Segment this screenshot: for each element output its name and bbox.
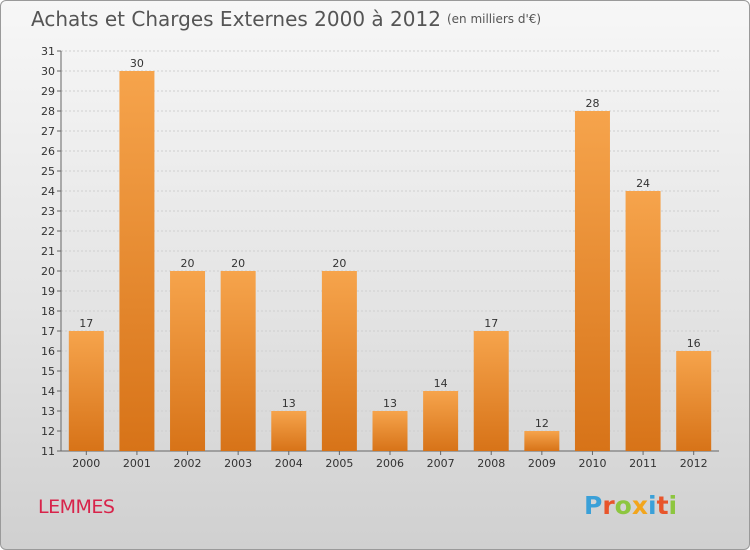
logo-letter: P xyxy=(584,491,603,520)
logo-letter: x xyxy=(631,491,648,520)
bar xyxy=(271,411,307,451)
y-tick-label: 13 xyxy=(41,405,55,418)
data-label: 30 xyxy=(130,57,144,70)
data-label: 14 xyxy=(434,377,448,390)
logo-letter: t xyxy=(656,491,669,520)
bar xyxy=(321,271,357,451)
y-tick-label: 14 xyxy=(41,385,55,398)
bar xyxy=(372,411,408,451)
x-tick-label: 2008 xyxy=(477,457,505,470)
y-tick-label: 23 xyxy=(41,205,55,218)
logo-letter: i xyxy=(668,491,678,520)
x-tick-label: 2002 xyxy=(174,457,202,470)
bar xyxy=(574,111,610,451)
y-tick-label: 26 xyxy=(41,145,55,158)
x-tick-label: 2004 xyxy=(275,457,303,470)
chart-title: Achats et Charges Externes 2000 à 2012 (e… xyxy=(31,7,541,31)
bar xyxy=(676,351,712,451)
x-tick-label: 2003 xyxy=(224,457,252,470)
data-label: 16 xyxy=(687,337,701,350)
y-tick-label: 20 xyxy=(41,265,55,278)
y-tick-label: 12 xyxy=(41,425,55,438)
commune-name: LEMMES xyxy=(38,496,115,518)
x-tick-label: 2006 xyxy=(376,457,404,470)
logo-letter: o xyxy=(614,491,632,520)
y-tick-label: 25 xyxy=(41,165,55,178)
y-tick-label: 30 xyxy=(41,65,55,78)
bar xyxy=(68,331,104,451)
x-tick-label: 2005 xyxy=(325,457,353,470)
x-tick-label: 2010 xyxy=(578,457,606,470)
bar xyxy=(220,271,256,451)
y-tick-label: 19 xyxy=(41,285,55,298)
x-tick-label: 2009 xyxy=(528,457,556,470)
x-tick-label: 2011 xyxy=(629,457,657,470)
data-label: 12 xyxy=(535,417,549,430)
y-tick-label: 28 xyxy=(41,105,55,118)
y-tick-label: 29 xyxy=(41,85,55,98)
data-label: 24 xyxy=(636,177,650,190)
logo-letter: r xyxy=(602,491,615,520)
x-tick-label: 2000 xyxy=(72,457,100,470)
bar xyxy=(119,71,155,451)
data-label: 28 xyxy=(585,97,599,110)
y-tick-label: 24 xyxy=(41,185,55,198)
x-tick-label: 2007 xyxy=(427,457,455,470)
y-tick-label: 17 xyxy=(41,325,55,338)
proxiti-logo: Proxiti xyxy=(584,491,677,520)
y-tick-label: 21 xyxy=(41,245,55,258)
y-tick-label: 11 xyxy=(41,445,55,458)
y-tick-label: 15 xyxy=(41,365,55,378)
logo-letter: i xyxy=(648,491,657,520)
data-label: 17 xyxy=(79,317,93,330)
y-tick-label: 22 xyxy=(41,225,55,238)
bar xyxy=(170,271,206,451)
y-tick-label: 31 xyxy=(41,45,55,58)
x-tick-label: 2012 xyxy=(680,457,708,470)
chart-subtitle: (en milliers d'€) xyxy=(446,12,542,26)
data-label: 13 xyxy=(383,397,397,410)
chart-title-text: Achats et Charges Externes 2000 à 2012 xyxy=(31,7,441,31)
y-tick-label: 18 xyxy=(41,305,55,318)
data-label: 20 xyxy=(231,257,245,270)
bar xyxy=(524,431,560,451)
y-tick-label: 27 xyxy=(41,125,55,138)
data-label: 20 xyxy=(332,257,346,270)
bar xyxy=(625,191,661,451)
y-tick-label: 16 xyxy=(41,345,55,358)
x-tick-label: 2001 xyxy=(123,457,151,470)
data-label: 17 xyxy=(484,317,498,330)
bar xyxy=(473,331,509,451)
data-label: 13 xyxy=(282,397,296,410)
data-label: 20 xyxy=(181,257,195,270)
bar xyxy=(423,391,459,451)
